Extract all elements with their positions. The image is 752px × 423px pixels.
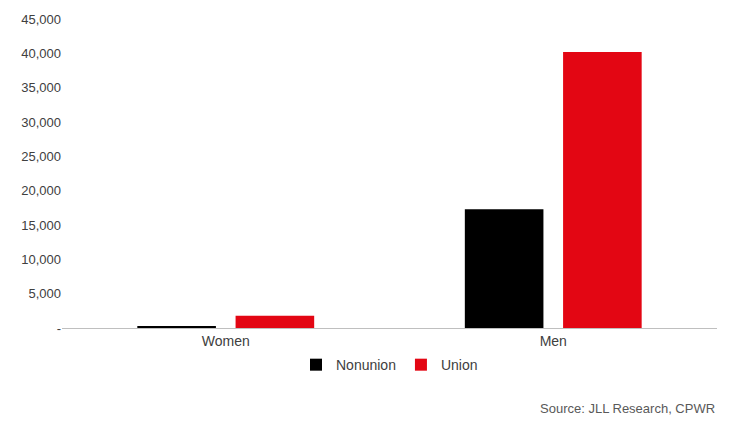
svg-text:40,000: 40,000 bbox=[21, 46, 61, 61]
svg-text:Source: JLL Research, CPWR: Source: JLL Research, CPWR bbox=[540, 401, 715, 416]
svg-text:Men: Men bbox=[540, 333, 567, 349]
svg-text:Union: Union bbox=[441, 357, 478, 373]
svg-text:35,000: 35,000 bbox=[21, 80, 61, 95]
svg-text:15,000: 15,000 bbox=[21, 218, 61, 233]
svg-text:20,000: 20,000 bbox=[21, 183, 61, 198]
svg-text:10,000: 10,000 bbox=[21, 252, 61, 267]
svg-text:45,000: 45,000 bbox=[21, 12, 61, 27]
svg-text:Women: Women bbox=[202, 333, 250, 349]
svg-text:25,000: 25,000 bbox=[21, 149, 61, 164]
svg-text:-: - bbox=[57, 321, 61, 336]
svg-text:30,000: 30,000 bbox=[21, 115, 61, 130]
svg-text:Nonunion: Nonunion bbox=[336, 357, 396, 373]
svg-text:5,000: 5,000 bbox=[28, 286, 61, 301]
